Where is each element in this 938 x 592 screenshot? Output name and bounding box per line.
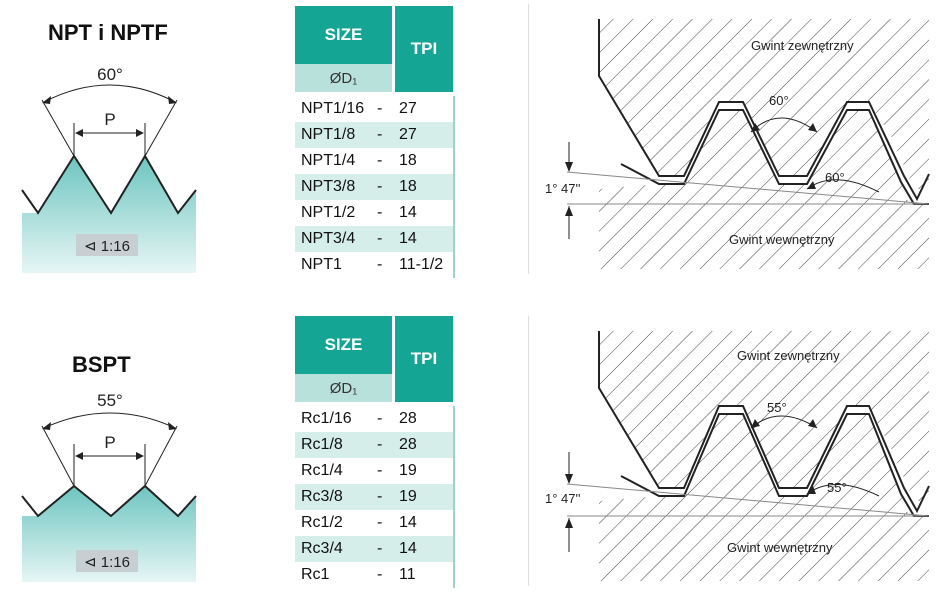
npt-size-header: SIZE (295, 6, 392, 64)
bspt-pitch-label: P (104, 433, 115, 452)
row-size: Rc1/16 (301, 410, 352, 427)
bspt-title: BSPT (72, 352, 131, 377)
bspt-angle-upper: 55° (767, 400, 787, 415)
bspt-taper-diagram: Gwint zewnętrzny Gwint wewnętrzny 55° 55… (528, 316, 937, 586)
row-dash: - (377, 514, 383, 531)
row-tpi: 18 (399, 178, 417, 195)
npt-table-header: SIZE ØD₁ TPI (295, 6, 453, 92)
table-row: Rc1/4 -19 (295, 458, 453, 484)
npt-taper-angle: 1° 47'' (545, 181, 580, 196)
npt-table-body: NPT1/16-27 NPT1/8-27 NPT1/4-18 NPT3/8-18… (295, 96, 455, 278)
npt-taper-diagram: Gwint zewnętrzny Gwint wewnętrzny 60° 60… (528, 4, 937, 274)
row-dash: - (377, 230, 383, 247)
row-tpi: 11-1/2 (399, 256, 444, 273)
bspt-tpi-header: TPI (395, 316, 453, 402)
table-row: NPT3/8 -18 (295, 174, 453, 200)
table-row: Rc3/8 -19 (295, 484, 453, 510)
table-row: NPT3/4 -14 (295, 226, 453, 252)
table-row: Rc1 -11 (295, 562, 453, 588)
row-tpi: 27 (399, 126, 417, 143)
row-size: NPT1/4 (301, 152, 356, 169)
bspt-thread-profile (22, 486, 196, 582)
row-size: NPT1/16 (301, 100, 365, 117)
row-tpi: 14 (399, 514, 417, 531)
table-row: NPT1/16-27 (295, 96, 453, 122)
row-dash: - (377, 410, 383, 427)
row-dash: - (377, 462, 383, 479)
row-size: Rc3/4 (301, 540, 343, 557)
bspt-external-label: Gwint zewnętrzny (737, 348, 840, 363)
row-size: NPT1/8 (301, 126, 356, 143)
bspt-taper-svg: Gwint zewnętrzny Gwint wewnętrzny 55° 55… (545, 331, 930, 581)
npt-internal-label: Gwint wewnętrzny (729, 232, 835, 247)
row-tpi: 14 (399, 540, 417, 557)
npt-pitch-label: P (104, 110, 115, 129)
table-row: Rc1/2 -14 (295, 510, 453, 536)
npt-angle-lower: 60° (825, 170, 845, 185)
row-size: Rc1/4 (301, 462, 343, 479)
row-dash: - (377, 488, 383, 505)
npt-thread-profile (22, 156, 196, 273)
bspt-size-header: SIZE (295, 316, 392, 374)
row-dash: - (377, 178, 383, 195)
table-row: Rc1/16 -28 (295, 406, 453, 432)
table-row: NPT1/4 -18 (295, 148, 453, 174)
row-tpi: 19 (399, 462, 417, 479)
row-size: NPT1/2 (301, 204, 356, 221)
bspt-taper-label: ⊲ 1:16 (84, 554, 130, 571)
bspt-taper-badge (76, 550, 138, 572)
bspt-profile-diagram: 55° P ⊲ 1:16 (21, 391, 197, 582)
row-dash: - (377, 204, 383, 221)
row-dash: - (377, 566, 383, 583)
npt-taper-label: ⊲ 1:16 (84, 238, 130, 255)
npt-angle-label: 60° (97, 65, 123, 84)
row-dash: - (377, 152, 383, 169)
npt-angle-upper: 60° (769, 93, 789, 108)
row-tpi: 28 (399, 436, 417, 453)
row-size: Rc3/8 (301, 488, 343, 505)
row-dash: - (377, 100, 383, 117)
npt-tpi-header: TPI (395, 6, 453, 92)
npt-taper-svg: Gwint zewnętrzny Gwint wewnętrzny 60° 60… (545, 19, 930, 269)
bspt-table-body: Rc1/16-28 Rc1/8-28 Rc1/4-19 Rc3/8-19 Rc1… (295, 406, 455, 588)
row-tpi: 14 (399, 230, 417, 247)
row-dash: - (377, 256, 383, 273)
row-size: NPT1 (301, 256, 342, 273)
table-row: NPT1/2 -14 (295, 200, 453, 226)
table-row: Rc1/8 -28 (295, 432, 453, 458)
row-size: NPT3/8 (301, 178, 356, 195)
npt-title: NPT i NPTF (48, 20, 168, 45)
table-row: NPT1/8 -27 (295, 122, 453, 148)
bspt-angle-lower: 55° (827, 480, 847, 495)
bspt-taper-angle: 1° 47'' (545, 491, 580, 506)
row-tpi: 19 (399, 488, 417, 505)
row-dash: - (377, 540, 383, 557)
bspt-angle-label: 55° (97, 391, 123, 410)
bspt-block: BSPT 55° P ⊲ 1:16 SIZE ØD₁ TPI (0, 296, 938, 592)
npt-d-header: ØD₁ (295, 64, 392, 92)
row-tpi: 18 (399, 152, 417, 169)
row-tpi: 14 (399, 204, 417, 221)
bspt-d-header: ØD₁ (295, 374, 392, 402)
npt-profile-diagram: 60° P ⊲ 1:16 (21, 65, 197, 273)
bspt-table-header: SIZE ØD₁ TPI (295, 316, 453, 402)
bspt-internal-label: Gwint wewnętrzny (727, 540, 833, 555)
row-size: NPT3/4 (301, 230, 356, 247)
row-size: Rc1 (301, 566, 330, 583)
table-row: Rc3/4 -14 (295, 536, 453, 562)
table-row: NPT1 -11-1/2 (295, 252, 453, 278)
row-size: Rc1/2 (301, 514, 343, 531)
row-tpi: 28 (399, 410, 417, 427)
row-tpi: 27 (399, 100, 417, 117)
npt-block: NPT i NPTF 60° P ⊲ 1:16 SIZE ØD₁ TPI (21, 4, 937, 278)
npt-taper-badge (76, 234, 138, 256)
row-tpi: 11 (399, 566, 416, 583)
row-size: Rc1/8 (301, 436, 343, 453)
row-dash: - (377, 436, 383, 453)
row-dash: - (377, 126, 383, 143)
npt-external-label: Gwint zewnętrzny (751, 38, 854, 53)
